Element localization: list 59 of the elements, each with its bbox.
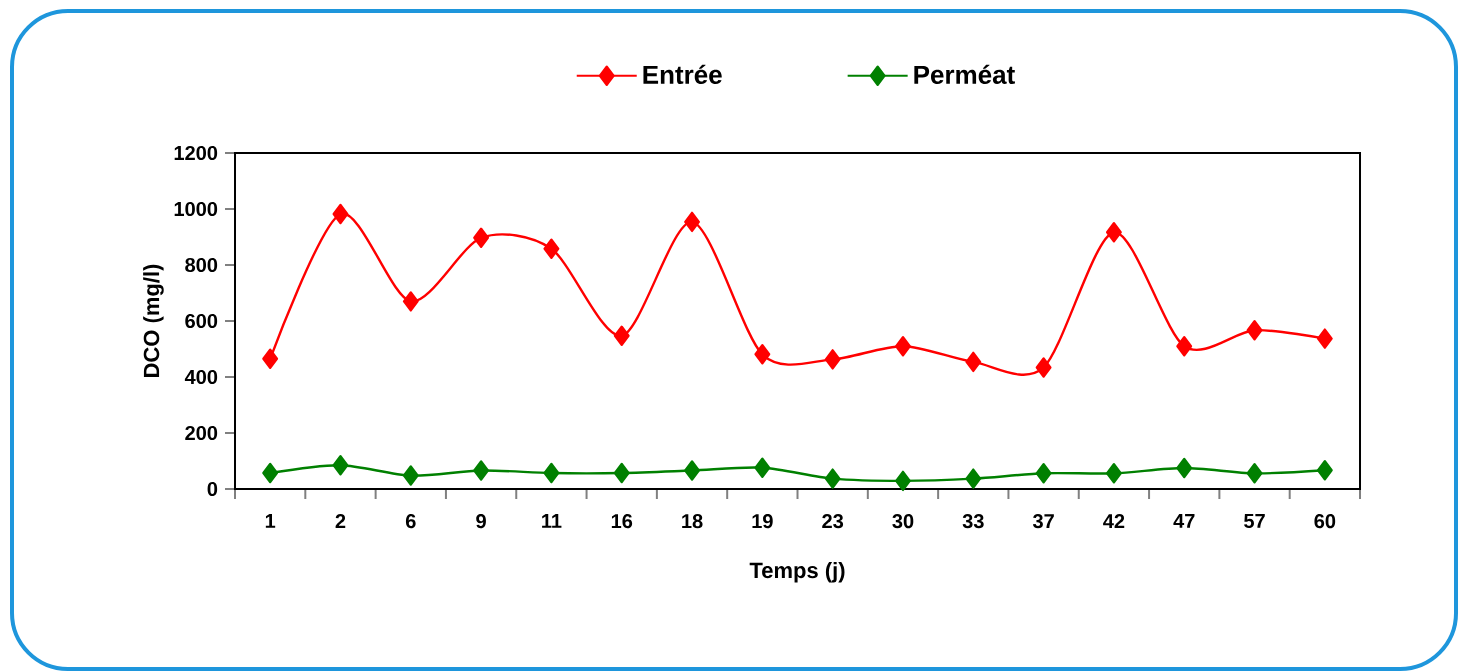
point bbox=[1316, 460, 1333, 481]
point bbox=[965, 468, 982, 489]
point bbox=[1246, 320, 1263, 341]
point bbox=[754, 344, 771, 365]
x-tick-label: 42 bbox=[1103, 514, 1125, 529]
x-tick-label: 30 bbox=[892, 514, 914, 529]
y-tick-label: 200 bbox=[185, 425, 218, 441]
point bbox=[473, 460, 490, 481]
point bbox=[543, 238, 560, 259]
x-tick-label: 1 bbox=[265, 514, 276, 528]
x-tick-label: 23 bbox=[822, 514, 844, 529]
x-tick-label: 2 bbox=[335, 514, 346, 529]
y-tick-label: 1000 bbox=[174, 201, 218, 217]
point bbox=[895, 470, 911, 492]
y-tick-label: 400 bbox=[184, 369, 218, 385]
point bbox=[1105, 222, 1122, 243]
legend-label: Entrée bbox=[643, 64, 722, 85]
y-tick-label: 1200 bbox=[174, 145, 218, 161]
x-tick-label: 6 bbox=[405, 514, 416, 529]
x-tick-label: 16 bbox=[611, 514, 633, 529]
x-tick-label: 9 bbox=[476, 514, 486, 529]
point bbox=[613, 462, 630, 484]
point bbox=[543, 462, 560, 484]
point bbox=[262, 462, 279, 484]
point bbox=[332, 203, 349, 225]
y-tick-label: 600 bbox=[185, 313, 218, 329]
point bbox=[613, 325, 630, 347]
x-tick-label: 18 bbox=[682, 514, 703, 529]
point bbox=[824, 468, 841, 489]
x-tick-label: 57 bbox=[1244, 514, 1265, 529]
point bbox=[1035, 463, 1052, 484]
point bbox=[1246, 463, 1263, 484]
point bbox=[684, 460, 700, 481]
point bbox=[1105, 463, 1122, 484]
point bbox=[1176, 336, 1193, 357]
x-tick-label: 33 bbox=[962, 514, 984, 529]
point bbox=[262, 348, 279, 369]
point bbox=[895, 336, 911, 357]
point bbox=[1176, 457, 1193, 479]
y-axis-title: DCO (mg/l) bbox=[143, 264, 164, 377]
point bbox=[1035, 357, 1052, 378]
point bbox=[402, 465, 419, 486]
x-tick-label: 47 bbox=[1173, 514, 1195, 528]
x-tick-label: 19 bbox=[752, 514, 773, 529]
legend-label: Perméat bbox=[914, 64, 1015, 85]
point bbox=[824, 349, 841, 370]
point bbox=[402, 291, 419, 312]
x-tick-label: 11 bbox=[542, 514, 562, 528]
point bbox=[332, 455, 349, 476]
point bbox=[965, 351, 982, 373]
point bbox=[754, 457, 771, 478]
point bbox=[684, 211, 700, 233]
x-tick-label: 37 bbox=[1032, 514, 1054, 529]
point bbox=[1316, 328, 1333, 349]
point bbox=[473, 227, 490, 249]
y-tick-label: 0 bbox=[207, 481, 218, 497]
x-axis-title: Temps (j) bbox=[749, 561, 845, 583]
y-tick-label: 800 bbox=[185, 257, 218, 273]
x-tick-label: 60 bbox=[1314, 514, 1336, 529]
